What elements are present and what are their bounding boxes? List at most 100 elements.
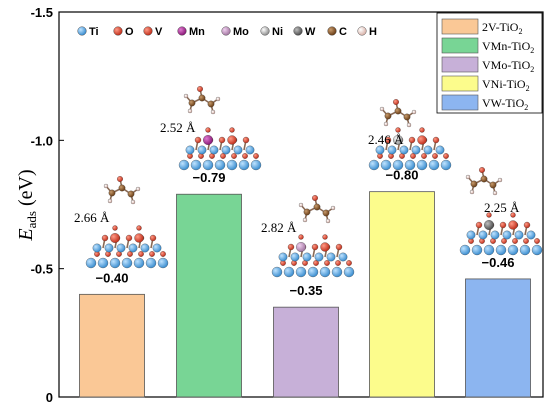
atom — [152, 243, 162, 253]
atom — [214, 159, 226, 171]
atom — [298, 234, 304, 240]
value-label-5: −0.46 — [482, 255, 515, 270]
structure-5 — [459, 167, 543, 256]
atom — [410, 153, 416, 159]
atom — [197, 86, 203, 92]
atom — [512, 238, 518, 244]
atom — [507, 244, 519, 256]
atom — [149, 251, 155, 257]
atom-key-swatch — [77, 26, 87, 36]
atom — [335, 260, 341, 266]
atom — [242, 136, 250, 144]
legend-label-2: VMn-TiO2 — [482, 39, 534, 55]
atom — [97, 257, 109, 269]
atom — [188, 99, 196, 107]
atom — [526, 230, 536, 240]
atom — [322, 209, 330, 217]
atom-key-h: H — [357, 26, 377, 38]
atom — [497, 177, 503, 183]
atom — [109, 257, 121, 269]
structure-4 — [368, 99, 452, 171]
atom — [319, 266, 331, 278]
atom — [479, 167, 485, 173]
atom — [331, 266, 343, 278]
atom — [416, 159, 428, 171]
atom — [103, 183, 109, 189]
atom — [298, 202, 304, 208]
atom — [198, 94, 206, 102]
legend-swatch-5 — [441, 94, 479, 111]
atom — [127, 190, 135, 198]
atom — [383, 121, 389, 127]
atom — [375, 145, 385, 155]
structure-illustrations — [85, 86, 543, 278]
atom — [271, 266, 283, 278]
atom — [118, 184, 126, 192]
atom — [380, 159, 392, 171]
bar-1 — [79, 293, 145, 398]
molecule-4 — [379, 99, 417, 128]
atom — [307, 266, 319, 278]
atom — [92, 243, 102, 253]
atom — [287, 243, 295, 251]
atom — [125, 234, 133, 242]
atom — [134, 233, 144, 243]
atom — [226, 159, 238, 171]
atom — [411, 109, 417, 115]
atom-key-label: W — [305, 26, 316, 38]
atom — [253, 153, 259, 159]
atom — [303, 208, 311, 216]
atom — [128, 243, 138, 253]
atom-key-swatch — [177, 26, 187, 36]
atom — [404, 159, 416, 171]
atom-key-v: V — [143, 26, 163, 38]
atom-key-swatch — [143, 26, 153, 36]
atom — [335, 243, 343, 251]
atom-key-swatch — [327, 26, 337, 36]
atom — [231, 153, 237, 159]
atom-key-label: Mn — [189, 26, 205, 38]
atom — [136, 225, 142, 231]
atom — [140, 243, 150, 253]
atom — [459, 244, 471, 256]
y-axis-title-unit: (eV) — [15, 169, 37, 211]
atom — [330, 205, 336, 211]
legend-label-3: VMo-TiO2 — [482, 58, 534, 74]
atom — [324, 260, 330, 266]
atom-key-c: C — [327, 26, 347, 38]
atom — [127, 251, 133, 257]
atom — [220, 153, 226, 159]
atom — [501, 238, 507, 244]
atom — [480, 175, 488, 183]
atom — [368, 159, 380, 171]
atom — [238, 159, 250, 171]
atom — [435, 145, 445, 155]
atom — [85, 257, 97, 269]
atom — [183, 93, 189, 99]
atom-key-label: Mo — [233, 26, 249, 38]
atom — [296, 242, 306, 252]
atom — [326, 252, 336, 262]
atom — [302, 252, 312, 262]
atom — [443, 153, 449, 159]
atom — [116, 243, 126, 253]
bar-5 — [465, 278, 531, 398]
atom — [394, 107, 402, 115]
bond-distance-labels: 2.66 Å 2.52 Å 2.82 Å 2.46 Å 2.25 Å — [74, 120, 520, 235]
atom — [534, 238, 540, 244]
y-axis-title-main: E — [15, 228, 37, 241]
legend-swatch-2 — [441, 37, 479, 54]
atom — [130, 199, 136, 205]
atom — [466, 230, 476, 240]
atom — [290, 252, 300, 262]
atom — [406, 122, 412, 128]
atom — [419, 127, 425, 133]
atom — [218, 136, 226, 144]
atom-key-label: V — [155, 26, 163, 38]
atom — [295, 266, 307, 278]
atom — [121, 257, 133, 269]
atom — [101, 234, 109, 242]
atom — [221, 145, 231, 155]
atom-key-swatch — [113, 26, 123, 36]
